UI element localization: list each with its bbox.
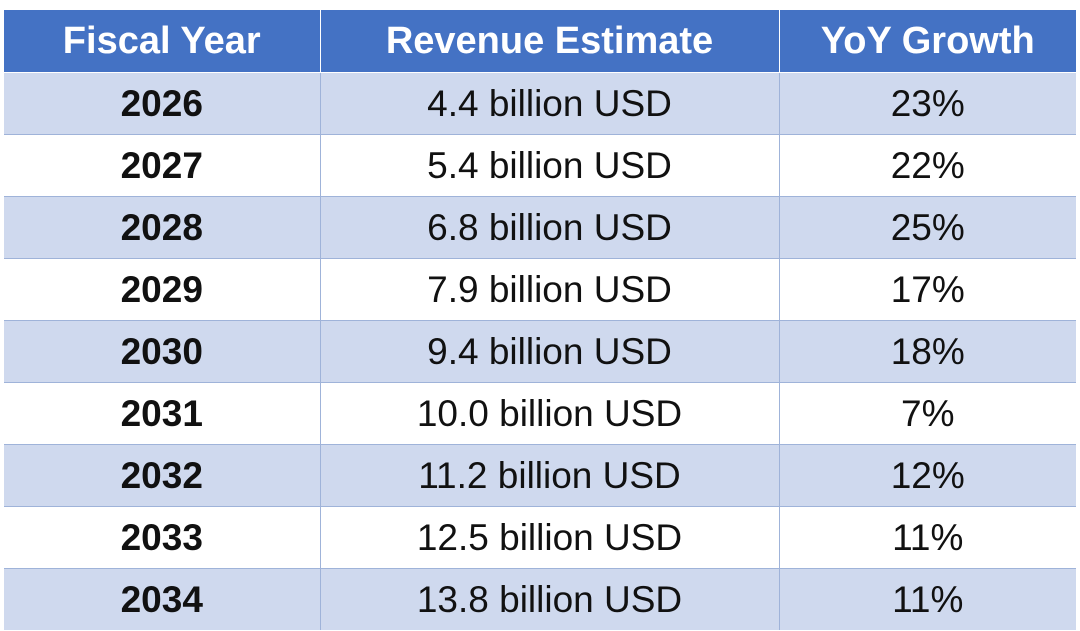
table-body: 2026 4.4 billion USD 23% 2027 5.4 billio… xyxy=(4,72,1076,630)
table-row: 2031 10.0 billion USD 7% xyxy=(4,382,1076,445)
header-revenue-estimate: Revenue Estimate xyxy=(320,10,780,73)
cell-revenue-estimate: 6.8 billion USD xyxy=(320,196,780,259)
header-fiscal-year: Fiscal Year xyxy=(4,10,321,73)
table-row: 2030 9.4 billion USD 18% xyxy=(4,320,1076,383)
table-header: Fiscal Year Revenue Estimate YoY Growth xyxy=(4,10,1076,73)
cell-revenue-estimate: 10.0 billion USD xyxy=(320,382,780,445)
cell-fiscal-year: 2032 xyxy=(4,444,321,507)
cell-fiscal-year: 2027 xyxy=(4,134,321,197)
cell-yoy-growth: 23% xyxy=(779,72,1076,135)
cell-yoy-growth: 17% xyxy=(779,258,1076,321)
cell-yoy-growth: 18% xyxy=(779,320,1076,383)
cell-yoy-growth: 22% xyxy=(779,134,1076,197)
cell-yoy-growth: 11% xyxy=(779,506,1076,569)
cell-yoy-growth: 7% xyxy=(779,382,1076,445)
table-row: 2032 11.2 billion USD 12% xyxy=(4,444,1076,507)
cell-fiscal-year: 2033 xyxy=(4,506,321,569)
cell-revenue-estimate: 11.2 billion USD xyxy=(320,444,780,507)
table-row: 2034 13.8 billion USD 11% xyxy=(4,568,1076,630)
cell-revenue-estimate: 13.8 billion USD xyxy=(320,568,780,630)
revenue-estimate-table: Fiscal Year Revenue Estimate YoY Growth … xyxy=(4,10,1076,630)
table-row: 2026 4.4 billion USD 23% xyxy=(4,72,1076,135)
cell-yoy-growth: 11% xyxy=(779,568,1076,630)
cell-yoy-growth: 25% xyxy=(779,196,1076,259)
table-row: 2033 12.5 billion USD 11% xyxy=(4,506,1076,569)
cell-fiscal-year: 2029 xyxy=(4,258,321,321)
header-row: Fiscal Year Revenue Estimate YoY Growth xyxy=(4,10,1076,73)
cell-fiscal-year: 2026 xyxy=(4,72,321,135)
cell-fiscal-year: 2030 xyxy=(4,320,321,383)
cell-yoy-growth: 12% xyxy=(779,444,1076,507)
header-yoy-growth: YoY Growth xyxy=(779,10,1076,73)
cell-fiscal-year: 2031 xyxy=(4,382,321,445)
cell-fiscal-year: 2034 xyxy=(4,568,321,630)
cell-revenue-estimate: 4.4 billion USD xyxy=(320,72,780,135)
cell-revenue-estimate: 5.4 billion USD xyxy=(320,134,780,197)
cell-revenue-estimate: 7.9 billion USD xyxy=(320,258,780,321)
table-row: 2029 7.9 billion USD 17% xyxy=(4,258,1076,321)
cell-revenue-estimate: 9.4 billion USD xyxy=(320,320,780,383)
cell-fiscal-year: 2028 xyxy=(4,196,321,259)
cell-revenue-estimate: 12.5 billion USD xyxy=(320,506,780,569)
table-row: 2028 6.8 billion USD 25% xyxy=(4,196,1076,259)
table-row: 2027 5.4 billion USD 22% xyxy=(4,134,1076,197)
